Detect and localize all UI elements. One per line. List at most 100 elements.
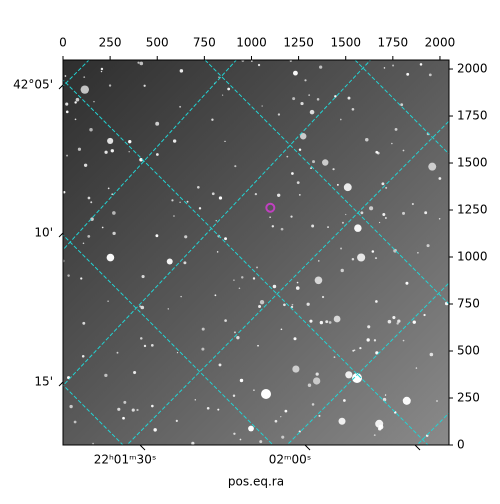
star: [183, 261, 187, 265]
star: [381, 182, 385, 186]
star: [65, 102, 69, 106]
star: [327, 226, 329, 229]
dec-tick: [58, 84, 64, 90]
star: [312, 160, 316, 164]
x-tick-label: 2000: [425, 36, 456, 50]
star: [378, 424, 384, 430]
star: [89, 128, 93, 132]
star: [325, 320, 329, 324]
star: [259, 440, 263, 444]
star: [299, 133, 307, 140]
star: [179, 69, 184, 73]
star: [352, 373, 362, 383]
star: [309, 109, 315, 115]
ra-tick-label: 22ʰ01ᵐ30ˢ: [94, 453, 157, 467]
ra-tick: [139, 444, 146, 451]
grid-line: [416, 412, 449, 445]
star: [167, 308, 169, 310]
star: [298, 148, 302, 152]
frame: [62, 59, 450, 446]
star: [251, 60, 253, 62]
grid-line: [63, 60, 90, 87]
star: [194, 399, 197, 401]
star: [259, 299, 265, 305]
star: [295, 286, 300, 290]
star: [272, 284, 277, 289]
star: [221, 94, 224, 96]
star: [215, 220, 217, 222]
dec-tick-label: 42°05': [13, 78, 53, 92]
star: [186, 200, 189, 203]
star: [281, 435, 285, 439]
star: [385, 186, 388, 189]
star: [173, 215, 175, 217]
dec-tick-label: 10': [34, 226, 53, 240]
star: [318, 414, 321, 417]
grid-line: [286, 282, 449, 445]
star: [392, 315, 396, 320]
star: [82, 242, 85, 245]
dec-tick: [58, 232, 64, 238]
star: [428, 73, 432, 77]
star: [131, 408, 135, 412]
star: [123, 400, 127, 404]
star: [308, 94, 311, 96]
star: [234, 165, 237, 168]
star: [375, 150, 379, 154]
star: [93, 100, 95, 103]
star: [112, 231, 116, 236]
star: [254, 193, 258, 196]
star: [66, 154, 68, 157]
star: [334, 95, 337, 98]
star: [248, 425, 254, 432]
star: [233, 279, 235, 281]
star: [256, 266, 258, 269]
ra-tick: [414, 444, 421, 451]
star: [136, 408, 139, 412]
star: [201, 327, 205, 331]
star: [65, 110, 69, 114]
star: [436, 400, 438, 402]
star: [424, 211, 428, 215]
star: [428, 162, 437, 171]
star: [405, 281, 409, 285]
star: [284, 409, 288, 413]
star: [241, 276, 244, 279]
star: [322, 159, 329, 166]
star: [304, 79, 307, 82]
star: [333, 356, 336, 358]
star: [310, 167, 312, 169]
star: [423, 313, 426, 317]
star: [201, 347, 205, 351]
star: [110, 149, 114, 153]
image: [63, 60, 449, 445]
star: [402, 149, 405, 152]
star: [317, 260, 320, 262]
y-tick-label: 250: [457, 391, 480, 405]
grid-line: [126, 120, 449, 445]
grid-line: [204, 60, 449, 305]
grid-line: [63, 60, 372, 387]
star: [74, 101, 77, 104]
star: [197, 185, 200, 189]
star: [345, 371, 353, 379]
star: [369, 206, 374, 211]
star: [104, 150, 108, 154]
x-tick-label: 500: [146, 36, 169, 50]
star: [166, 258, 173, 265]
x-tick-label: 1250: [283, 36, 314, 50]
star: [338, 417, 346, 425]
coordinate-grid: [63, 60, 449, 445]
star: [415, 367, 418, 369]
star: [143, 344, 147, 348]
star: [314, 276, 323, 285]
star: [100, 67, 104, 71]
star: [107, 137, 114, 144]
star: [271, 225, 275, 228]
star: [128, 139, 132, 144]
star: [313, 377, 321, 385]
grid-line: [63, 384, 124, 445]
star: [402, 211, 406, 215]
star: [392, 64, 395, 67]
